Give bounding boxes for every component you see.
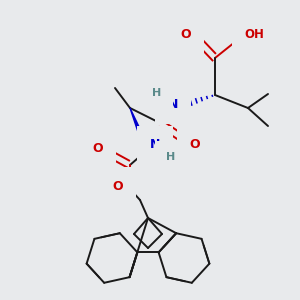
Text: OH: OH [244, 28, 264, 40]
Text: O: O [113, 179, 123, 193]
Text: N: N [168, 98, 178, 112]
Text: O: O [93, 142, 103, 155]
Text: O: O [190, 137, 200, 151]
Polygon shape [130, 108, 147, 146]
Text: H: H [152, 88, 162, 98]
Text: N: N [150, 139, 160, 152]
Text: H: H [167, 152, 176, 162]
Text: O: O [181, 28, 191, 40]
